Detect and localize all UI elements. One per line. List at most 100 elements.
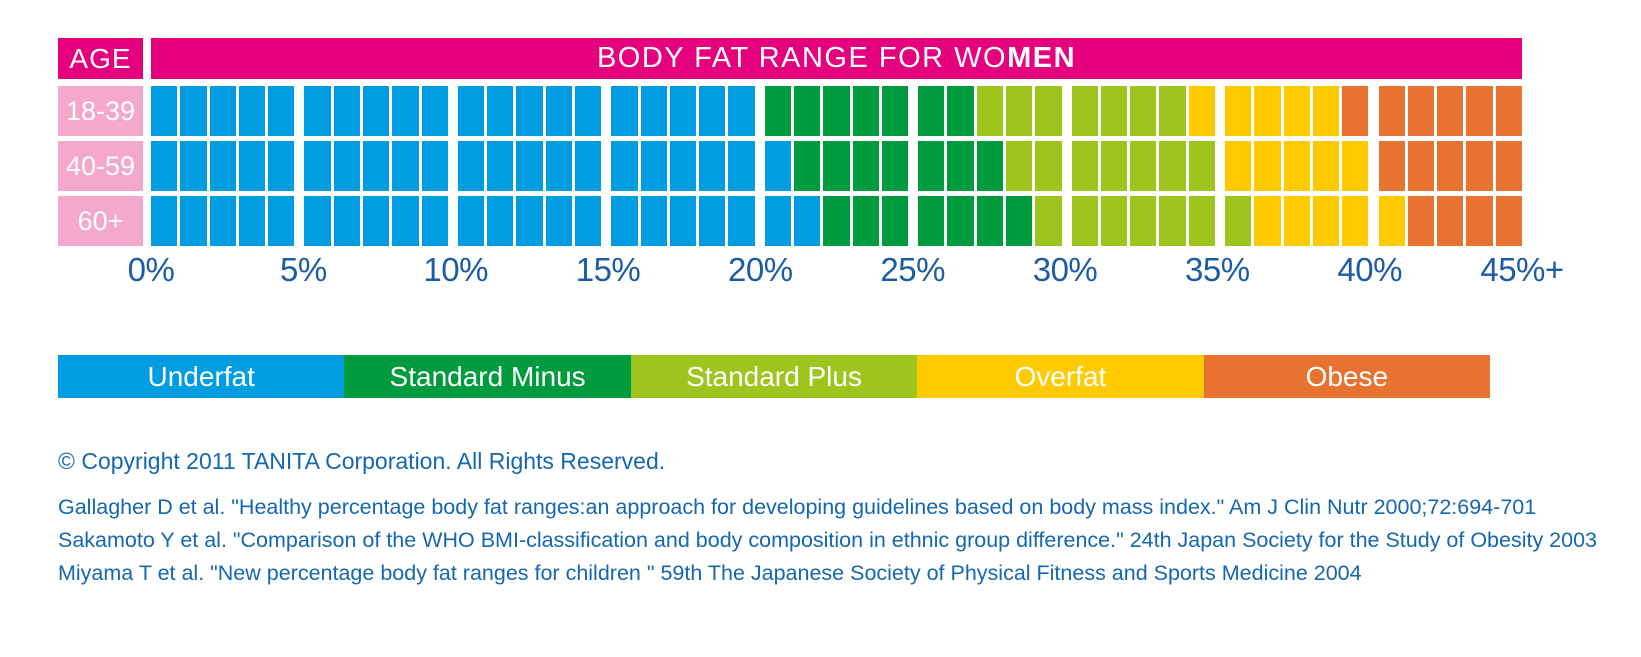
footer: © Copyright 2011 TANITA Corporation. All… — [58, 448, 1597, 586]
age-label: 40-59 — [58, 141, 143, 191]
cell-group — [304, 196, 448, 246]
cell-underfat — [457, 86, 485, 136]
cell-standard-minus — [881, 86, 909, 136]
cell-overfat — [1342, 196, 1369, 246]
cell-underfat — [268, 196, 295, 246]
cell-standard-plus — [1130, 86, 1157, 136]
cell-group — [1378, 141, 1522, 191]
cell-standard-plus — [1130, 196, 1157, 246]
cell-group — [1378, 86, 1522, 136]
cell-underfat — [699, 86, 726, 136]
citation-line: Miyama T et al. "New percentage body fat… — [58, 561, 1362, 585]
cell-underfat — [421, 141, 448, 191]
cell-underfat — [421, 86, 448, 136]
cell-group — [1225, 86, 1369, 136]
cell-underfat — [764, 141, 792, 191]
cell-underfat — [457, 141, 485, 191]
cell-obese — [1466, 86, 1493, 136]
cell-group — [1071, 141, 1216, 191]
cell-underfat — [516, 86, 543, 136]
cell-standard-plus — [1006, 86, 1033, 136]
cell-underfat — [238, 86, 266, 136]
cell-group — [304, 86, 448, 136]
cell-obese — [1437, 141, 1464, 191]
cell-obese — [1437, 86, 1464, 136]
cell-underfat — [575, 86, 602, 136]
cell-underfat — [363, 86, 390, 136]
cell-standard-plus — [1130, 141, 1157, 191]
cell-underfat — [611, 141, 638, 191]
cell-group — [151, 86, 295, 136]
cell-underfat — [304, 196, 331, 246]
cell-overfat — [1283, 86, 1310, 136]
cell-obese — [1495, 141, 1522, 191]
cell-overfat — [1188, 86, 1216, 136]
cell-standard-plus — [1035, 196, 1062, 246]
cell-obese — [1378, 141, 1405, 191]
cell-underfat — [516, 196, 543, 246]
cell-underfat — [180, 141, 207, 191]
cell-underfat — [151, 141, 178, 191]
cell-group — [1225, 196, 1369, 246]
x-axis-tick: 40% — [1337, 251, 1402, 288]
cell-underfat — [669, 196, 697, 246]
cell-standard-plus — [976, 86, 1004, 136]
citation-line: Gallagher D et al. "Healthy percentage b… — [58, 495, 1537, 519]
cell-underfat — [151, 196, 178, 246]
cell-underfat — [764, 196, 792, 246]
cell-standard-minus — [1006, 196, 1033, 246]
cell-standard-minus — [823, 141, 850, 191]
cell-standard-minus — [881, 196, 909, 246]
cell-underfat — [268, 141, 295, 191]
chart-title-bar: BODY FAT RANGE FOR WOMEN — [151, 38, 1522, 79]
legend-item-standard-minus: Standard Minus — [344, 355, 631, 398]
cell-underfat — [487, 141, 514, 191]
cell-underfat — [304, 86, 331, 136]
cell-standard-plus — [1006, 141, 1033, 191]
cell-underfat — [180, 86, 207, 136]
age-label: 18-39 — [58, 86, 143, 136]
cell-standard-plus — [1159, 141, 1186, 191]
age-label-text: 40-59 — [65, 150, 136, 181]
cell-obese — [1407, 196, 1435, 246]
cell-standard-minus — [852, 86, 879, 136]
cell-underfat — [238, 141, 266, 191]
cell-underfat — [611, 196, 638, 246]
cell-underfat — [487, 196, 514, 246]
legend-item-obese: Obese — [1203, 355, 1491, 398]
body-fat-chart-page: AGE BODY FAT RANGE FOR WOMEN 18-39 40-59 6… — [58, 38, 1597, 586]
cell-underfat — [699, 141, 726, 191]
bar-area — [151, 196, 1522, 246]
cell-underfat — [794, 196, 821, 246]
x-axis-tick: 15% — [575, 251, 641, 288]
cell-obese — [1466, 141, 1493, 191]
cell-standard-plus — [1188, 141, 1216, 191]
cell-underfat — [304, 141, 331, 191]
cell-standard-minus — [852, 141, 879, 191]
cell-underfat — [209, 196, 236, 246]
age-row-60+: 60+ — [58, 196, 1522, 246]
cell-overfat — [1254, 86, 1281, 136]
cell-standard-minus — [947, 86, 974, 136]
cell-group — [1225, 141, 1369, 191]
x-axis-tick: 0% — [127, 251, 175, 288]
age-row-40-59: 40-59 — [58, 141, 1522, 191]
legend-label: Standard Plus — [686, 360, 862, 392]
x-axis: 0% 5% 10% 15% 20% 25% 30% 35% 40% 45%+ — [128, 251, 1565, 293]
cell-obese — [1407, 86, 1435, 136]
cell-overfat — [1254, 196, 1281, 246]
cell-standard-minus — [947, 141, 974, 191]
cell-underfat — [699, 196, 726, 246]
cell-obese — [1437, 196, 1464, 246]
cell-standard-plus — [1100, 196, 1128, 246]
chart-rows: 18-39 40-59 60+ — [58, 86, 1522, 246]
age-column-header: AGE — [58, 38, 143, 79]
citations: Gallagher D et al. "Healthy percentage b… — [58, 495, 1597, 586]
cell-standard-minus — [976, 196, 1004, 246]
cell-underfat — [575, 196, 602, 246]
cell-standard-plus — [1071, 196, 1098, 246]
cell-group — [151, 196, 295, 246]
cell-underfat — [575, 141, 602, 191]
cell-underfat — [545, 196, 572, 246]
cell-underfat — [421, 196, 448, 246]
